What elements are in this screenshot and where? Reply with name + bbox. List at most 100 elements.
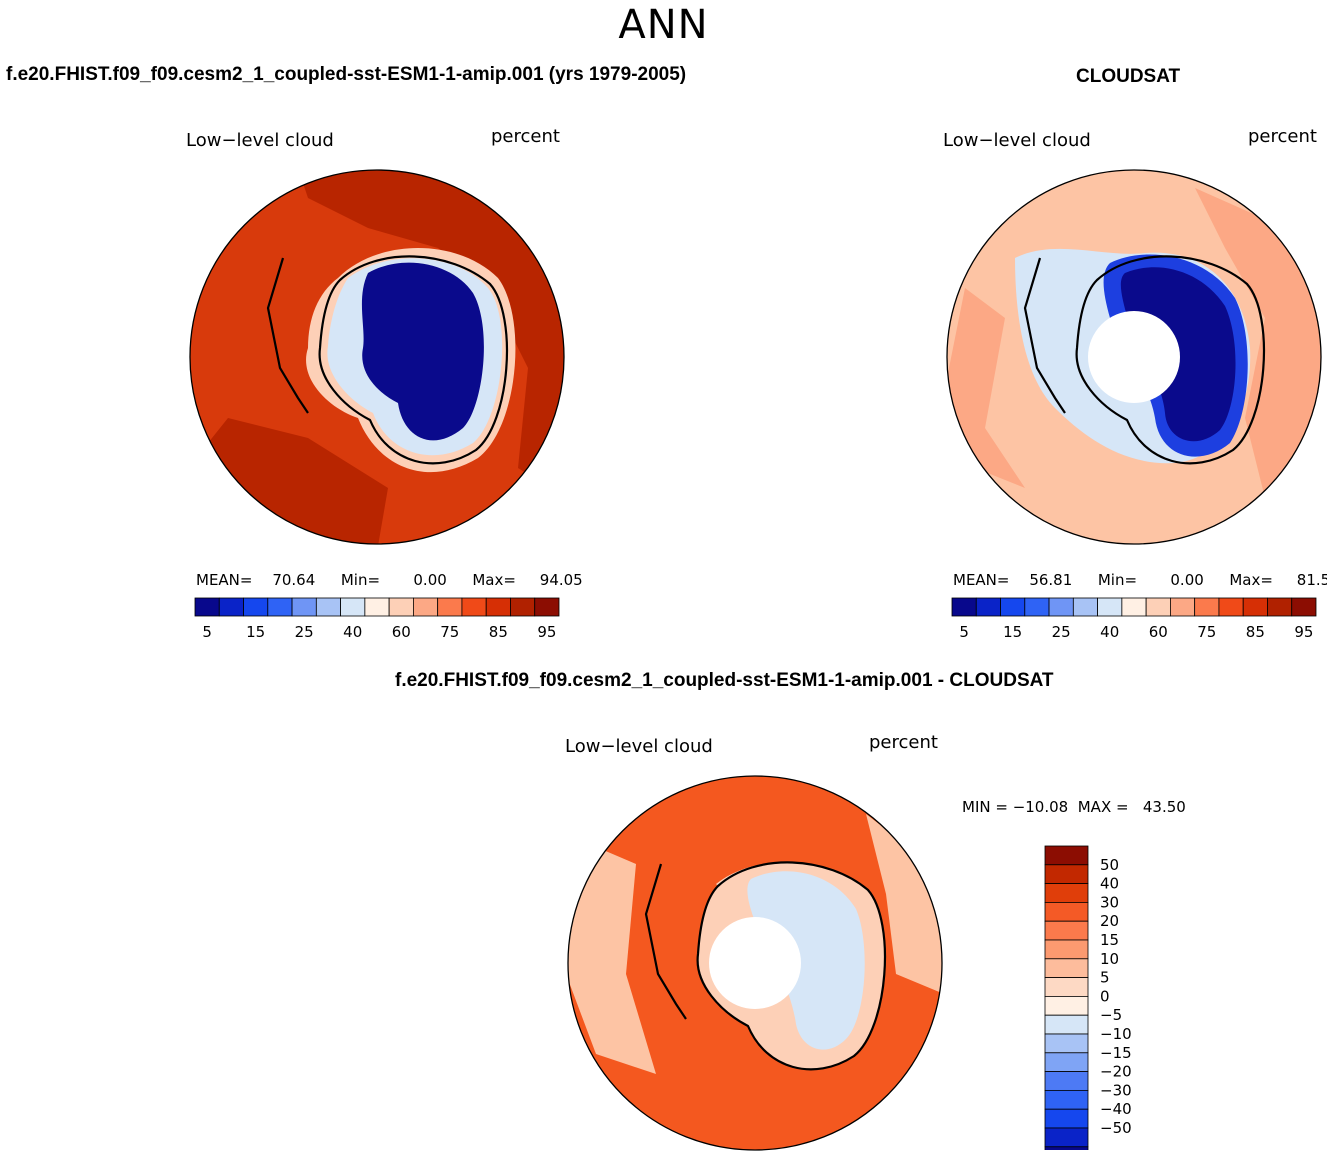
model-colorbar: 5 15 25 40 60 75 85 95 — [194, 597, 560, 641]
model-polar-map — [189, 169, 565, 545]
model-min-value: 0.00 — [413, 571, 447, 589]
model-colorbar-box — [534, 597, 560, 617]
obs-colorbar-box — [1194, 597, 1220, 617]
obs-colorbar-box — [1145, 597, 1171, 617]
model-stats-row: MEAN= 70.64 Min= 0.00 Max= 94.05 — [196, 571, 583, 589]
diff-colorbar-box — [1044, 1089, 1089, 1110]
model-coastline — [266, 255, 509, 465]
diff-colorbar-tick-label: 0 — [1100, 987, 1110, 1005]
obs-mean-value: 56.81 — [1029, 571, 1073, 589]
diff-polar-map — [567, 775, 943, 1151]
obs-min-value: 0.00 — [1170, 571, 1204, 589]
obs-colorbar-box — [975, 597, 1001, 617]
model-colorbar-box — [485, 597, 511, 617]
obs-colorbar-tick-label: 60 — [1149, 623, 1168, 641]
obs-colorbar-box — [1000, 597, 1026, 617]
diff-colorbar-box — [1044, 977, 1089, 997]
diff-colorbar-box — [1044, 958, 1089, 979]
model-colorbar-box — [340, 597, 366, 617]
diff-colorbar-box — [1044, 883, 1089, 903]
diff-ice-field — [747, 871, 865, 1050]
diff-colorbar-tick-label: −10 — [1100, 1025, 1132, 1043]
obs-colorbar-box — [1097, 597, 1123, 617]
model-mean-value: 70.64 — [272, 571, 316, 589]
diff-colorbar-box — [1044, 1108, 1089, 1129]
diff-colorbar-box — [1044, 920, 1089, 941]
model-units-label: percent — [491, 126, 560, 147]
model-colorbar-tick-label: 85 — [489, 623, 508, 641]
model-colorbar-box — [364, 597, 390, 617]
diff-colorbar-box — [1044, 864, 1089, 884]
obs-case-title: CLOUDSAT — [1076, 66, 1181, 87]
obs-colorbar-box — [1242, 597, 1268, 617]
model-case-title: f.e20.FHIST.f09_f09.cesm2_1_coupled-sst-… — [6, 64, 687, 85]
obs-min-label: Min= — [1097, 571, 1138, 589]
diff-colorbar-box — [1044, 1146, 1089, 1150]
model-colorbar-tick-label: 5 — [202, 623, 212, 641]
diff-colorbar-box — [1044, 1033, 1089, 1054]
model-colorbar-box — [291, 597, 317, 617]
diff-units-label: percent — [869, 732, 938, 753]
obs-max-label: Max= — [1229, 571, 1273, 589]
model-colorbar-tick-label: 40 — [343, 623, 362, 641]
diff-colorbar-tick-label: 5 — [1100, 969, 1110, 987]
model-colorbar-box — [267, 597, 293, 617]
obs-colorbar-box — [1169, 597, 1196, 617]
obs-units-label: percent — [1248, 126, 1317, 147]
diff-colorbar-tick-label: 40 — [1100, 875, 1119, 893]
model-mean-label: MEAN= — [196, 571, 253, 589]
obs-mid-band-east — [1195, 188, 1321, 498]
obs-coastline — [1023, 255, 1266, 465]
obs-colorbar-box — [1121, 597, 1147, 617]
obs-max-value: 81.59 — [1296, 571, 1327, 589]
model-colorbar-box — [510, 597, 536, 617]
model-colorbar-box — [437, 597, 463, 617]
diff-colorbar-box — [1044, 1052, 1089, 1073]
model-colorbar-box — [315, 597, 342, 617]
diff-colorbar-box — [1044, 845, 1089, 866]
diff-colorbar-box — [1044, 1071, 1089, 1091]
obs-colorbar-tick-label: 15 — [1003, 623, 1022, 641]
obs-colorbar-box — [1218, 597, 1244, 617]
model-colorbar-tick-label: 25 — [295, 623, 314, 641]
diff-case-title: f.e20.FHIST.f09_f09.cesm2_1_coupled-sst-… — [395, 670, 1054, 691]
model-colorbar-box — [388, 597, 414, 617]
model-max-value: 94.05 — [539, 571, 583, 589]
diff-colorbar-tick-label: −15 — [1100, 1044, 1132, 1062]
obs-colorbar-tick-label: 75 — [1197, 623, 1216, 641]
diff-coastline — [644, 861, 887, 1071]
obs-polar-map — [946, 169, 1322, 545]
obs-colorbar-box — [1072, 597, 1099, 617]
diff-colorbar-box — [1044, 1127, 1089, 1148]
model-colorbar-tick-label: 60 — [392, 623, 411, 641]
diff-colorbar-tick-label: 10 — [1100, 950, 1119, 968]
diff-colorbar-box — [1044, 902, 1089, 922]
diff-colorbar-tick-label: −20 — [1100, 1063, 1132, 1081]
model-colorbar-tick-label: 75 — [440, 623, 459, 641]
obs-colorbar-tick-label: 95 — [1294, 623, 1313, 641]
obs-colorbar: 5 15 25 40 60 75 85 95 — [951, 597, 1317, 641]
season-title: ANN — [618, 2, 709, 48]
diff-colorbar-tick-label: −50 — [1100, 1119, 1132, 1137]
obs-colorbar-box — [1024, 597, 1050, 617]
obs-mean-label: MEAN= — [953, 571, 1010, 589]
diff-colorbar-tick-label: 50 — [1100, 856, 1119, 874]
model-min-label: Min= — [340, 571, 381, 589]
diff-colorbar-tick-label: 20 — [1100, 912, 1119, 930]
obs-colorbar-box — [1267, 597, 1293, 617]
model-colorbar-box — [243, 597, 269, 617]
model-colorbar-box — [194, 597, 220, 617]
obs-colorbar-tick-label: 85 — [1246, 623, 1265, 641]
obs-colorbar-tick-label: 5 — [959, 623, 969, 641]
model-colorbar-tick-label: 15 — [246, 623, 265, 641]
obs-colorbar-box — [951, 597, 977, 617]
diff-variable-label: Low−level cloud — [565, 736, 713, 757]
obs-colorbar-tick-label: 25 — [1052, 623, 1071, 641]
diff-colorbar-tick-label: −30 — [1100, 1081, 1132, 1099]
diff-colorbar-tick-label: −40 — [1100, 1100, 1132, 1118]
diff-colorbar-box — [1044, 939, 1089, 960]
obs-colorbar-box — [1291, 597, 1317, 617]
diff-pole-hole — [709, 917, 801, 1009]
model-dark-sector-ne — [298, 170, 564, 498]
model-ice-field — [361, 262, 484, 441]
